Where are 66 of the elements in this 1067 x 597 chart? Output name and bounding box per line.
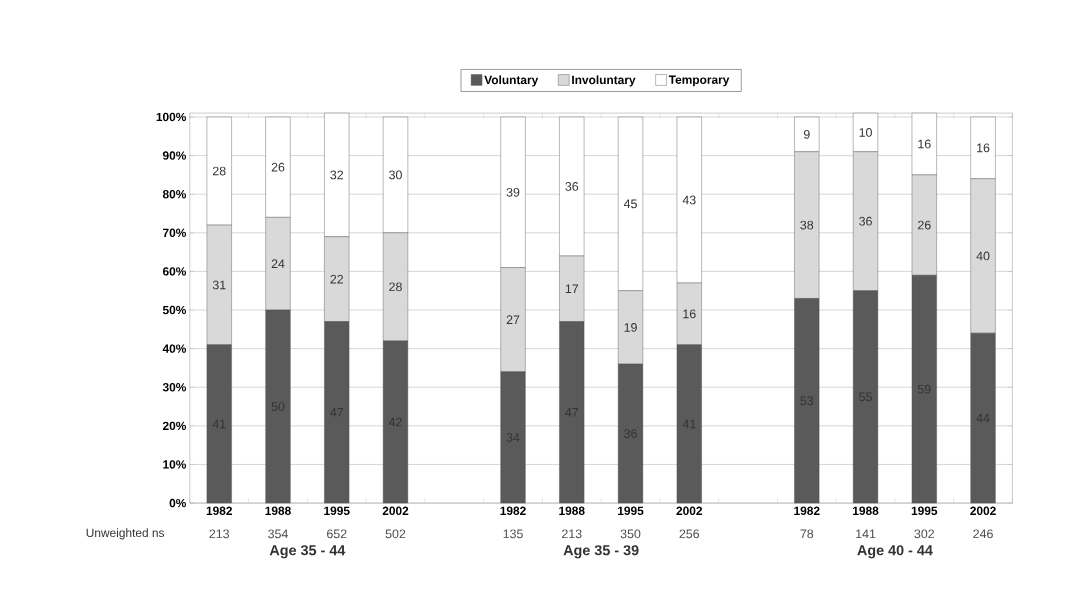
data-label: 43 <box>682 195 696 205</box>
x-tick-label: 1988 <box>265 506 291 515</box>
text: 256 <box>679 529 700 539</box>
y-tick-label: 10% <box>163 460 187 469</box>
text: 246 <box>973 529 993 539</box>
data-label: 9 <box>803 129 810 139</box>
text: 502 <box>385 529 406 539</box>
data-label: 27 <box>506 315 520 324</box>
text: 652 <box>327 529 347 539</box>
y-tick-label: 80% <box>162 189 187 199</box>
y-tick-label: 0% <box>169 498 187 508</box>
x-tick-label: 2002 <box>676 506 703 515</box>
data-label: 28 <box>389 282 402 292</box>
data-label: 31 <box>212 280 226 290</box>
y-tick-label: 90% <box>162 151 187 160</box>
data-label: 16 <box>977 143 990 153</box>
y-tick-label: 30% <box>162 382 187 392</box>
text: 213 <box>209 529 230 539</box>
y-tick-label: 50% <box>162 305 187 315</box>
data-label: 39 <box>506 187 520 197</box>
data-label: 45 <box>623 199 637 209</box>
text: Age 35 - 39 <box>563 544 639 559</box>
x-tick-label: 1982 <box>794 506 820 515</box>
legend-label: Voluntary <box>484 75 539 87</box>
data-label: 19 <box>624 322 637 332</box>
data-label: 36 <box>859 216 872 226</box>
x-tick-label: 1988 <box>559 506 585 515</box>
data-label: 26 <box>918 220 931 230</box>
y-tick-label: 20% <box>162 421 187 430</box>
data-label: 26 <box>271 162 285 172</box>
text: 213 <box>562 529 582 539</box>
data-label: 40 <box>976 251 990 261</box>
x-tick-label: 2002 <box>382 506 409 515</box>
text: 350 <box>620 529 641 539</box>
data-label: 30 <box>389 170 402 180</box>
text: Age 35 - 44 <box>269 544 346 559</box>
data-label: 22 <box>330 274 344 284</box>
data-label: 16 <box>918 139 931 149</box>
text: 78 <box>800 529 814 539</box>
x-tick-label: 1995 <box>324 506 350 515</box>
text: Age 40 - 44 <box>857 544 933 559</box>
data-label: 16 <box>683 309 696 319</box>
legend-label: Temporary <box>668 75 730 87</box>
data-label: 24 <box>271 259 285 268</box>
data-label: 36 <box>565 181 579 191</box>
y-tick-label: 100% <box>156 112 187 122</box>
x-tick-label: 1995 <box>911 506 938 515</box>
y-tick-label: 70% <box>163 228 187 237</box>
y-tick-label: 60% <box>162 267 187 276</box>
data-label: 28 <box>212 166 226 176</box>
x-tick-label: 1982 <box>206 506 232 515</box>
legend-label: Involuntary <box>572 75 636 87</box>
text: 354 <box>268 529 288 539</box>
text: 302 <box>914 529 935 539</box>
x-tick-label: 1982 <box>500 506 526 515</box>
data-label: 38 <box>800 220 814 230</box>
x-tick-label: 1995 <box>618 506 644 515</box>
data-label: 32 <box>330 170 344 180</box>
x-tick-label: 2002 <box>970 506 996 515</box>
text: 135 <box>503 529 523 539</box>
text: Unweighted ns <box>86 528 165 540</box>
x-tick-label: 1988 <box>853 506 879 515</box>
data-label: 10 <box>859 127 872 137</box>
y-tick-label: 40% <box>162 344 187 353</box>
data-label: 17 <box>565 284 579 293</box>
text: 141 <box>856 529 876 538</box>
